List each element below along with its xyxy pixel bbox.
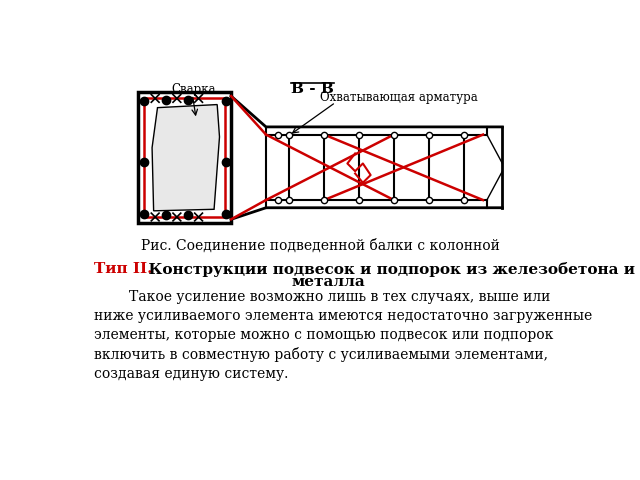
Text: Охватывающая арматура: Охватывающая арматура: [320, 91, 478, 104]
Bar: [138, 92, 231, 223]
Text: Такое усиление возможно лишь в тех случаях, выше или
ниже усиливаемого элемента : Такое усиление возможно лишь в тех случа…: [94, 290, 592, 382]
Text: Рис. Соединение подведенной балки с колонной: Рис. Соединение подведенной балки с коло…: [141, 239, 500, 253]
Text: Сварка: Сварка: [172, 83, 216, 96]
Text: B - B: B - B: [291, 82, 334, 96]
Text: Конструкции подвесок и подпорок из железобетона и: Конструкции подвесок и подпорок из желез…: [138, 262, 635, 276]
Text: металла: металла: [291, 275, 365, 289]
Bar: [145, 98, 225, 217]
Text: Тип II.: Тип II.: [94, 262, 152, 276]
Polygon shape: [152, 105, 220, 211]
